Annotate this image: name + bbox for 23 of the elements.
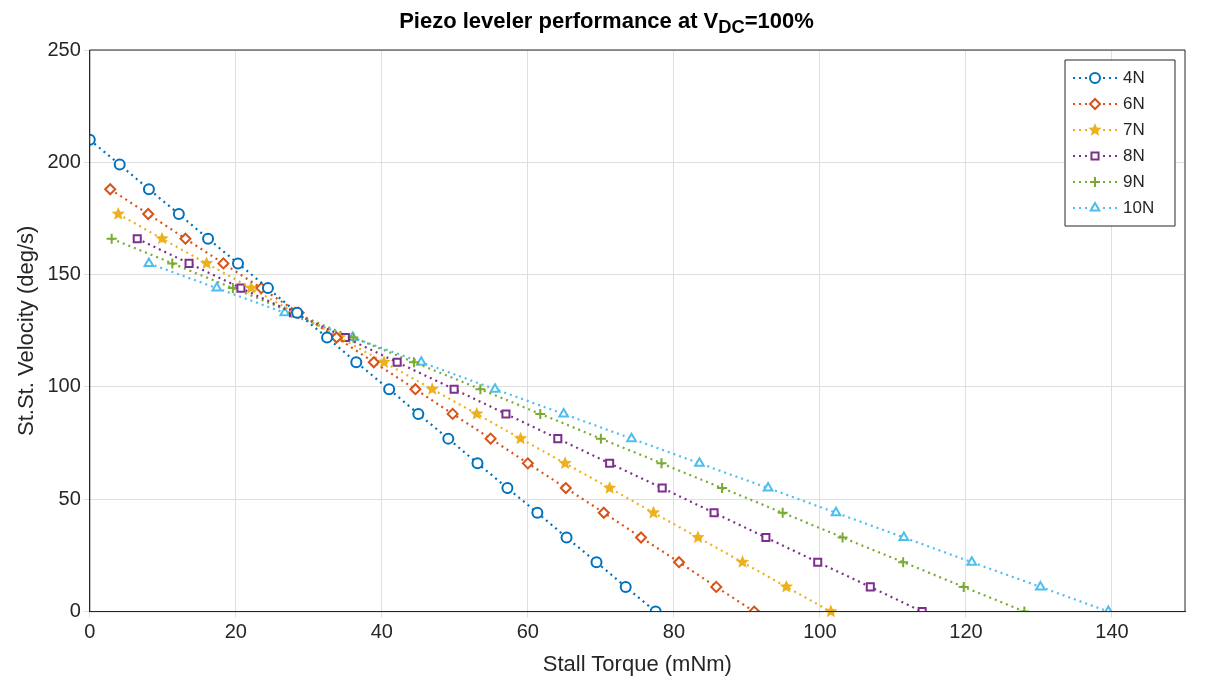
y-axis-title: St.St. Velocity (deg/s) <box>13 225 39 436</box>
y-tick-label: 100 <box>47 374 81 397</box>
x-tick-label: 40 <box>370 620 393 643</box>
x-tick-label: 80 <box>662 620 686 643</box>
x-tick-label: 100 <box>803 620 837 643</box>
legend-label: 8N <box>1123 145 1145 165</box>
legend-label: 7N <box>1123 119 1145 139</box>
y-tick-label: 50 <box>58 486 81 509</box>
x-axis-title: Stall Torque (mNm) <box>542 650 732 676</box>
x-tick-label: 20 <box>224 620 247 643</box>
legend-label: 10N <box>1123 197 1155 217</box>
legend-label: 4N <box>1123 67 1145 87</box>
y-tick-label: 0 <box>69 599 81 622</box>
x-tick-label: 140 <box>1095 620 1129 643</box>
x-tick-label: 120 <box>949 620 983 643</box>
x-tick-label: 60 <box>516 620 539 643</box>
x-tick-label: 0 <box>84 620 96 643</box>
y-tick-label: 250 <box>47 37 81 60</box>
legend-label: 6N <box>1123 93 1145 113</box>
legend-label: 9N <box>1123 171 1145 191</box>
y-tick-label: 200 <box>47 149 81 172</box>
chart-title: Piezo leveler performance at V$_{DC}$=100% <box>398 8 815 39</box>
y-tick-label: 150 <box>47 262 81 285</box>
